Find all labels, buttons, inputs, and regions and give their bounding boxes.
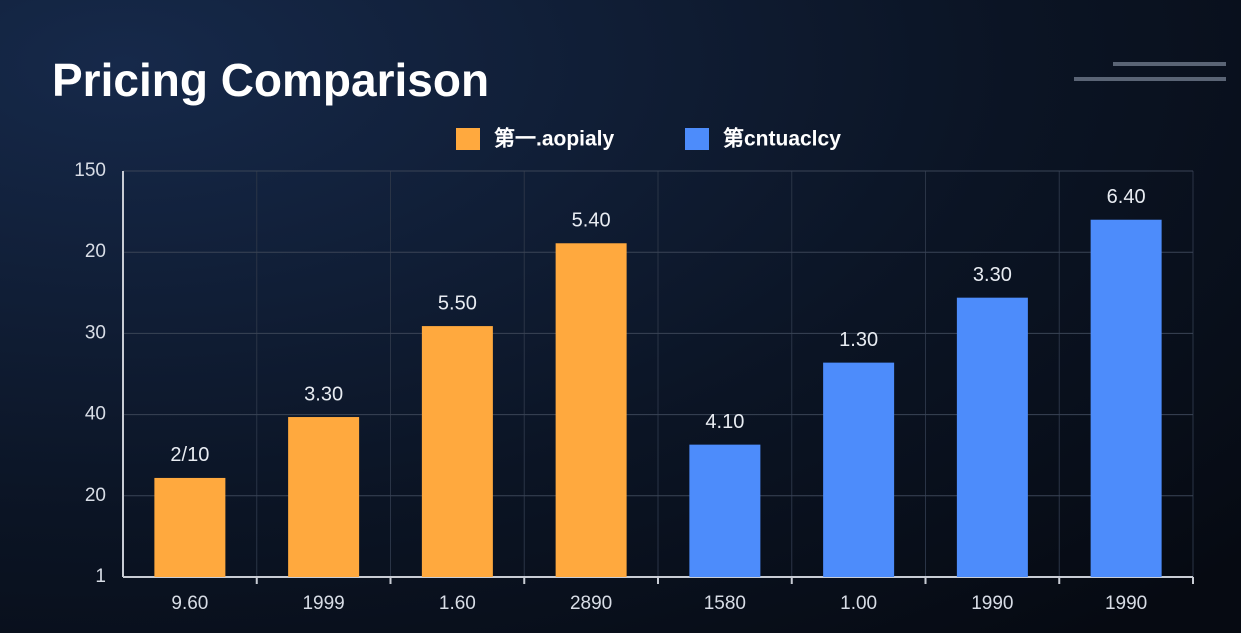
y-tick-label: 30: [85, 322, 106, 343]
bar: [154, 477, 226, 577]
bar-label: 5.50: [438, 292, 477, 314]
x-tick-label: 1999: [302, 593, 344, 614]
bar: [421, 326, 493, 577]
x-tick-label: 1990: [971, 593, 1013, 614]
legend-swatch: [456, 128, 480, 150]
x-tick-label: 2890: [570, 593, 612, 614]
legend-swatch: [685, 128, 709, 150]
bar: [288, 417, 360, 577]
bar: [689, 444, 761, 577]
y-tick-label: 40: [85, 404, 106, 425]
legend-label: 第cntuaclcy: [723, 127, 841, 151]
bar: [555, 243, 627, 577]
x-tick-label: 1580: [704, 593, 746, 614]
y-tick-label: 1: [95, 566, 106, 587]
bar-label: 4.10: [705, 411, 744, 433]
bar: [956, 297, 1028, 577]
y-tick-label: 20: [85, 485, 106, 506]
chart-title: Pricing Comparison: [52, 54, 489, 106]
bar-label: 6.40: [1107, 186, 1146, 208]
legend-label: 第一.aopialy: [494, 127, 615, 151]
x-tick-label: 1.60: [439, 593, 476, 614]
bar: [823, 362, 895, 577]
bar-label: 5.40: [572, 210, 611, 232]
bar-label: 3.30: [973, 264, 1012, 286]
x-tick-label: 9.60: [171, 593, 208, 614]
y-tick-label: 20: [85, 241, 106, 262]
bar: [1090, 219, 1162, 577]
y-tick-label: 150: [74, 160, 106, 181]
bar-label: 3.30: [304, 383, 343, 405]
x-tick-label: 1990: [1105, 593, 1147, 614]
x-tick-label: 1.00: [840, 593, 877, 614]
bar-label: 2/10: [170, 444, 209, 466]
bar-label: 1.30: [839, 329, 878, 351]
